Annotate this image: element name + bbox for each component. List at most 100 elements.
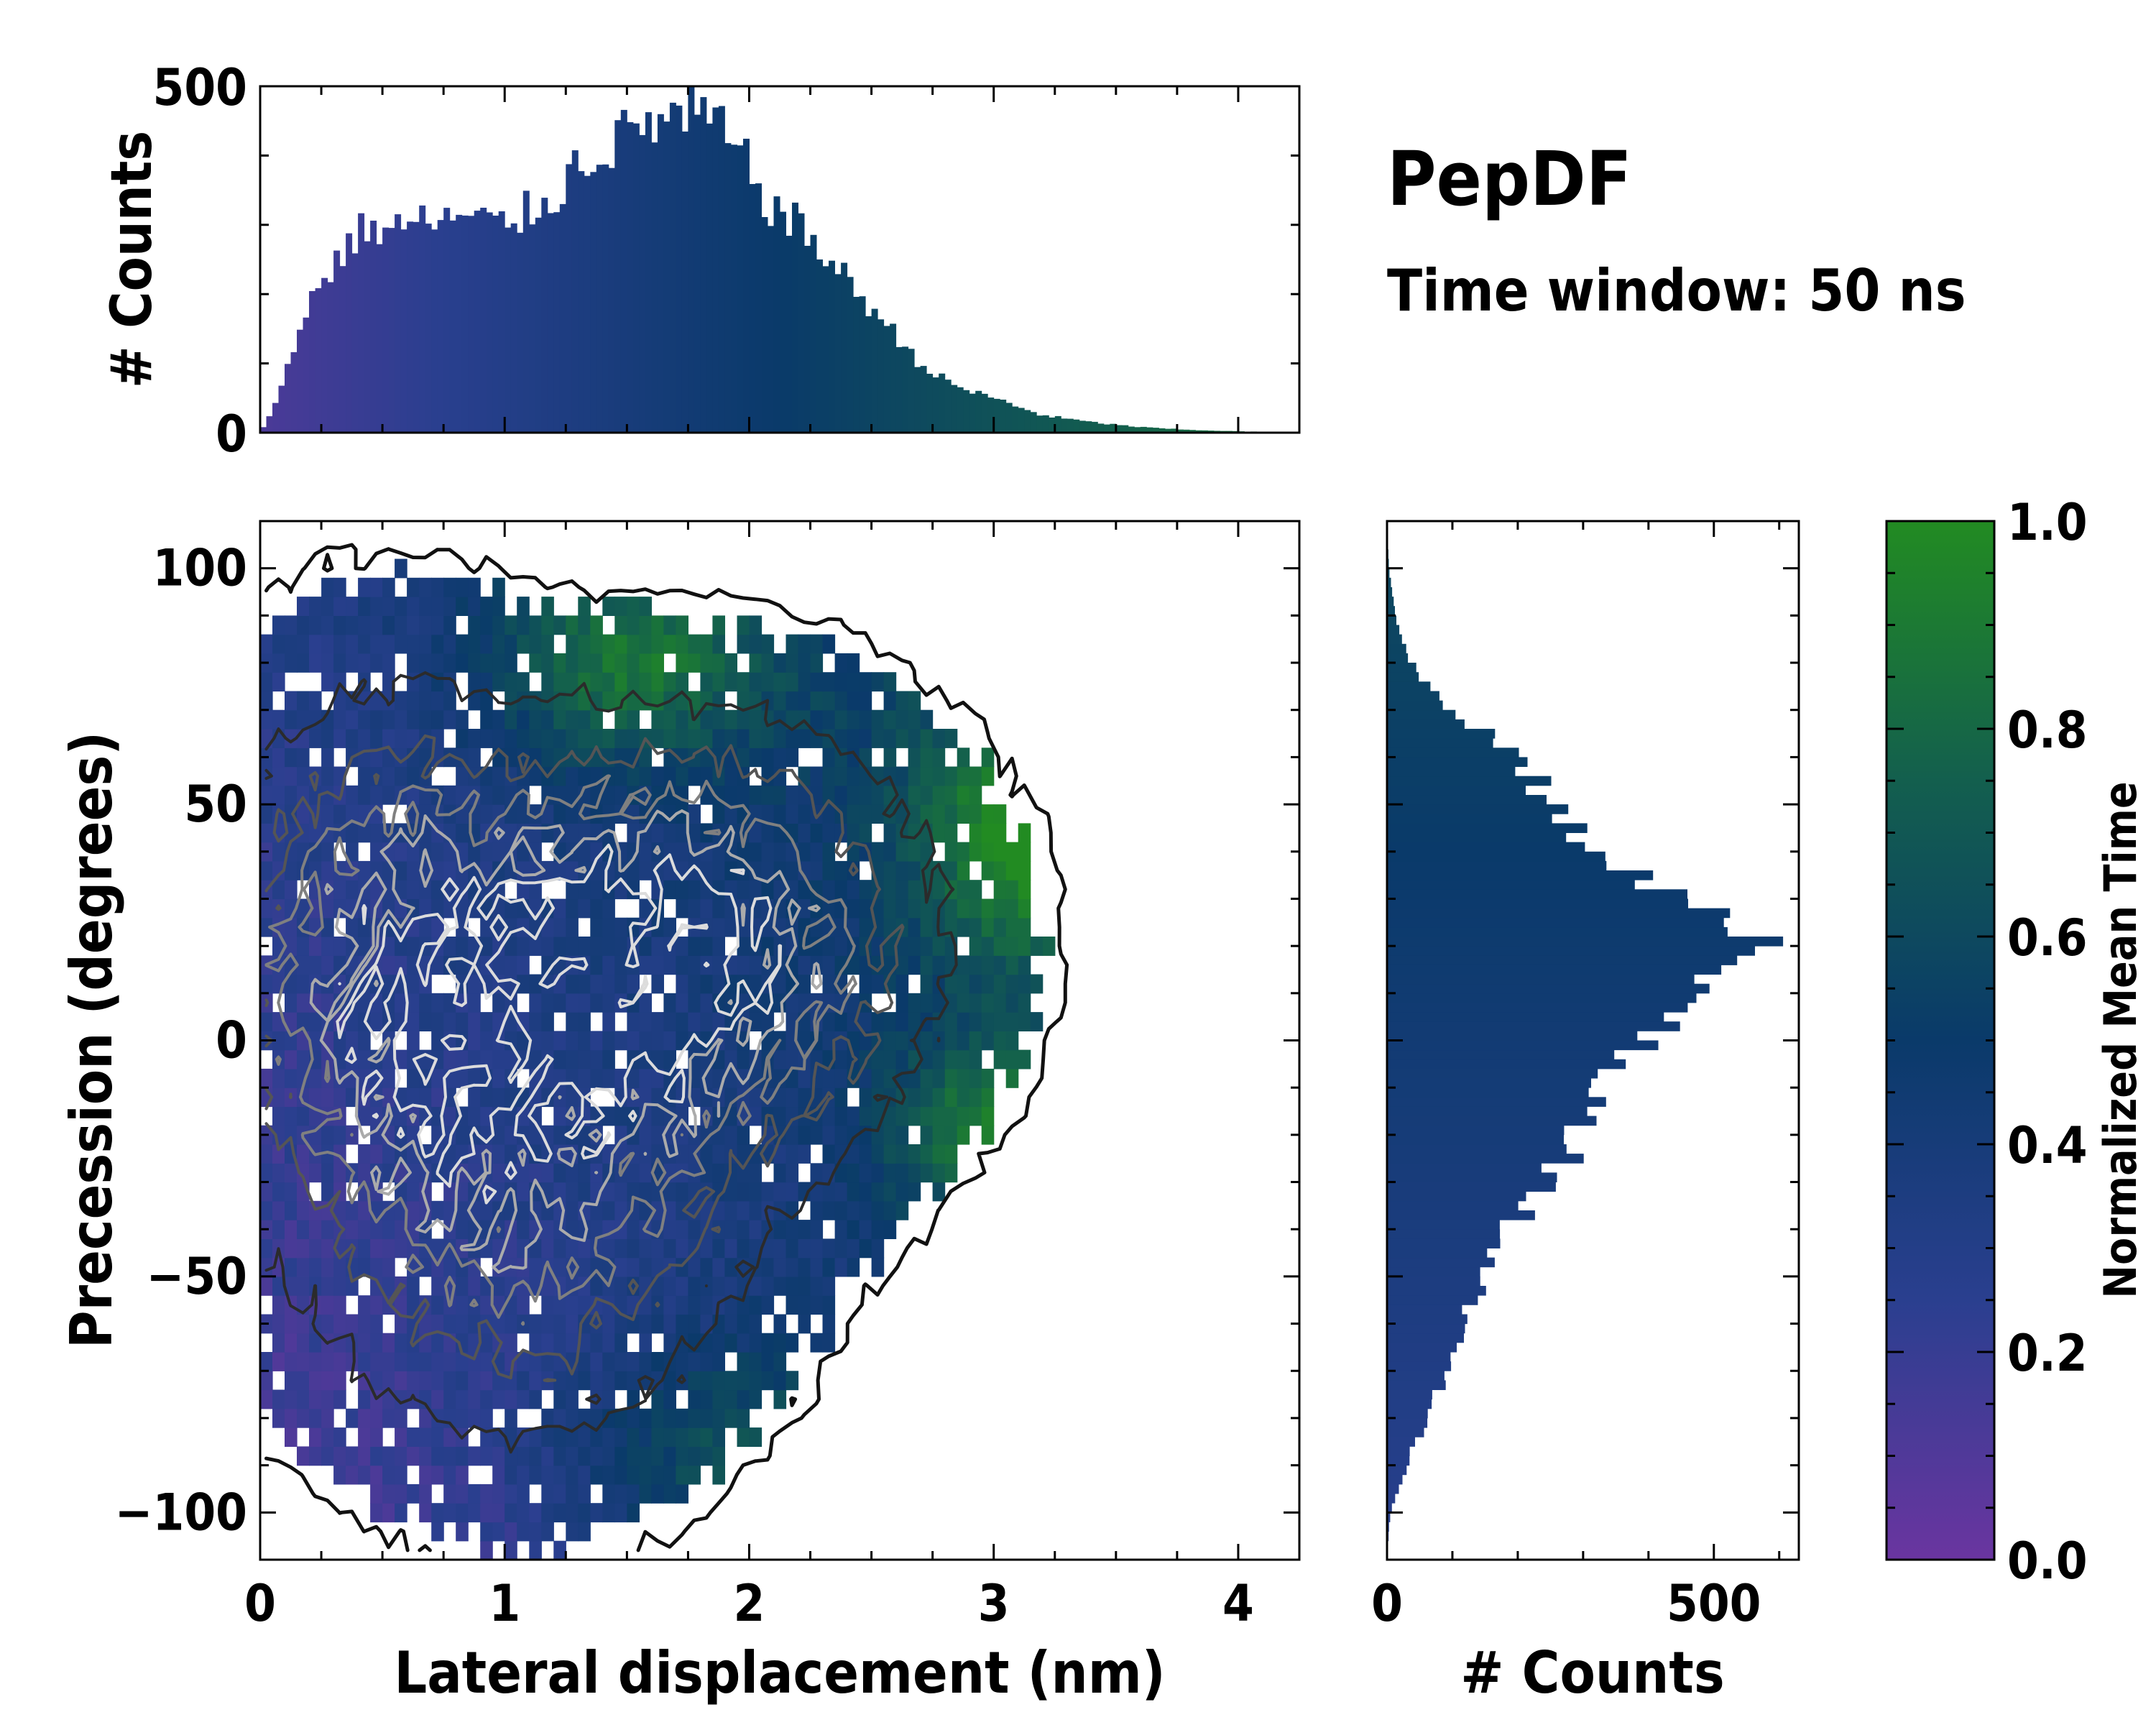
heatmap-cell [456, 1125, 469, 1145]
heatmap-cell [700, 709, 713, 730]
heatmap-cell [651, 1371, 664, 1391]
heatmap-cell [676, 766, 688, 786]
right-histogram-bar [1387, 1286, 1486, 1296]
heatmap-cell [773, 1049, 787, 1070]
heatmap-cell [688, 804, 701, 824]
heatmap-cell [590, 1352, 603, 1371]
heatmap-cell [566, 1314, 579, 1334]
heatmap-cell [1018, 955, 1031, 975]
heatmap-cell [1005, 917, 1019, 937]
heatmap-cell [285, 709, 298, 730]
heatmap-cell [566, 993, 579, 1013]
heatmap-cell [724, 766, 737, 786]
top-histogram-bar [559, 203, 566, 433]
heatmap-cell [773, 1333, 787, 1353]
heatmap-cell [541, 1408, 554, 1428]
right-histogram-bar [1387, 1134, 1564, 1145]
heatmap-cell [407, 1446, 420, 1466]
top-histogram-bar [278, 385, 285, 433]
top-histogram-bar [437, 220, 444, 433]
heatmap-cell [395, 1408, 407, 1428]
heatmap-cell [309, 823, 322, 843]
heatmap-cell [480, 1200, 493, 1220]
heatmap-cell [786, 672, 799, 692]
heatmap-cell [737, 842, 750, 862]
heatmap-cell [712, 709, 725, 730]
heatmap-cell [871, 1031, 885, 1051]
heatmap-cell [321, 577, 334, 597]
heatmap-cell [309, 691, 322, 711]
heatmap-cell [944, 1087, 958, 1108]
heatmap-cell [749, 1371, 763, 1391]
right-histogram-bar [1387, 1474, 1403, 1485]
heatmap-cell [920, 974, 934, 994]
heatmap-cell [517, 1389, 530, 1409]
heatmap-cell [517, 1182, 530, 1202]
heatmap-cell [468, 1068, 481, 1088]
heatmap-cell [969, 823, 982, 843]
heatmap-cell [1018, 993, 1031, 1013]
heatmap-cell [871, 709, 885, 730]
heatmap-cell [969, 880, 982, 900]
heatmap-cell [578, 898, 591, 919]
heatmap-cell [737, 1238, 750, 1259]
heatmap-cell [883, 880, 897, 900]
right-histogram-bar [1387, 1154, 1584, 1164]
heatmap-cell [993, 974, 1007, 994]
heatmap-cell [431, 1031, 444, 1051]
heatmap-cell [834, 748, 848, 768]
heatmap-cell [346, 634, 359, 654]
heatmap-cell [700, 1144, 713, 1164]
heatmap-cell [321, 842, 334, 862]
heatmap-cell [847, 672, 860, 692]
heatmap-cell [688, 1257, 701, 1277]
heatmap-cell [382, 748, 395, 768]
heatmap-cell [578, 729, 591, 748]
heatmap-cell [834, 1012, 848, 1031]
right-histogram-bar [1387, 653, 1409, 663]
heatmap-cell [627, 823, 640, 843]
heatmap-cell [578, 634, 591, 654]
heatmap-cell [676, 653, 688, 673]
heatmap-cell [590, 672, 603, 692]
heatmap-cell [724, 1049, 737, 1070]
heatmap-cell [957, 1068, 970, 1088]
heatmap-cell [676, 615, 688, 635]
heatmap-cell [333, 1163, 346, 1183]
heatmap-cell [798, 860, 811, 880]
heatmap-cell [749, 1182, 763, 1202]
right-histogram: 0 500 # Counts [1371, 520, 1800, 1706]
heatmap-cell [553, 1295, 566, 1315]
heatmap-cell [456, 597, 469, 616]
heatmap-cell [285, 1220, 298, 1239]
heatmap-cell [663, 1238, 676, 1259]
heatmap-cell [712, 672, 725, 692]
heatmap-cell [553, 615, 566, 635]
colorbar-label: Normalized Mean Time [2094, 781, 2147, 1298]
right-histogram-bar [1387, 1494, 1396, 1504]
heatmap-cell [724, 709, 737, 730]
heatmap-cell [871, 1068, 885, 1088]
heatmap-cell [309, 955, 322, 975]
heatmap-cell [749, 1220, 763, 1239]
heatmap-cell [272, 842, 285, 862]
heatmap-cell [382, 766, 395, 786]
heatmap-cell [419, 1182, 432, 1202]
right-histogram-bar [1387, 719, 1465, 730]
heatmap-cell [822, 937, 836, 956]
heatmap-cell [443, 1503, 456, 1523]
heatmap-cell [749, 1012, 763, 1031]
heatmap-cell [700, 1012, 713, 1031]
heatmap-cell [566, 804, 579, 824]
heatmap-cell [920, 955, 934, 975]
heatmap-cell [407, 1371, 420, 1391]
heatmap-cell [443, 993, 456, 1013]
heatmap-cell [627, 1200, 640, 1220]
heatmap-cell [969, 842, 982, 862]
heatmap-cell [590, 1333, 603, 1353]
heatmap-cell [651, 1446, 664, 1466]
heatmap-cell [395, 1333, 407, 1353]
heatmap-cell [944, 1163, 958, 1183]
top-histogram-bar [1189, 430, 1196, 433]
heatmap-cell [309, 1314, 322, 1334]
